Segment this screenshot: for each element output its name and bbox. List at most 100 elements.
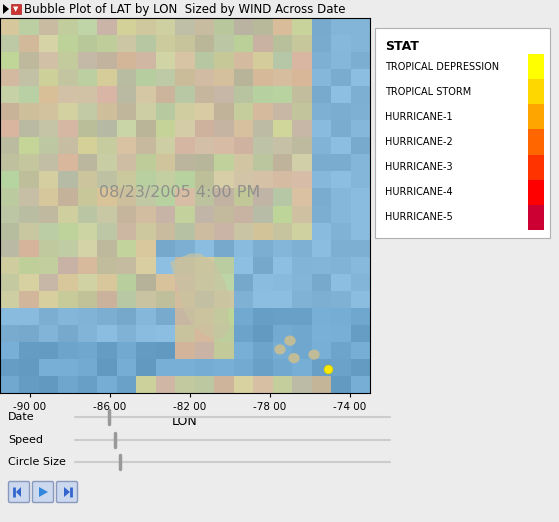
Bar <box>97 308 117 325</box>
Bar <box>311 222 331 240</box>
Bar <box>234 120 253 137</box>
Bar <box>156 103 176 120</box>
Bar <box>214 308 234 325</box>
Bar <box>39 52 59 69</box>
Bar <box>20 18 39 35</box>
Bar <box>253 308 273 325</box>
Bar <box>214 257 234 274</box>
Bar <box>195 35 214 52</box>
Bar <box>214 52 234 69</box>
Polygon shape <box>64 487 70 497</box>
Bar <box>97 222 117 240</box>
Bar <box>78 376 97 393</box>
Circle shape <box>285 336 295 345</box>
Bar <box>117 18 136 35</box>
Bar <box>331 69 350 86</box>
Bar <box>234 155 253 171</box>
Bar <box>136 137 156 155</box>
Bar <box>311 206 331 222</box>
Bar <box>156 120 176 137</box>
Bar <box>0 35 20 52</box>
Bar <box>136 188 156 206</box>
Bar <box>195 52 214 69</box>
Bar <box>136 18 156 35</box>
Bar <box>292 222 311 240</box>
Bar <box>20 137 39 155</box>
Bar <box>59 69 78 86</box>
Bar <box>292 35 311 52</box>
Bar <box>117 274 136 291</box>
Bar <box>0 171 20 188</box>
Bar <box>59 274 78 291</box>
Bar <box>176 325 195 342</box>
Bar <box>176 69 195 86</box>
Bar <box>195 137 214 155</box>
Bar <box>117 35 136 52</box>
Bar <box>331 240 350 257</box>
Bar <box>350 103 370 120</box>
Bar <box>311 120 331 137</box>
Bar <box>253 325 273 342</box>
Bar <box>195 206 214 222</box>
Bar <box>39 188 59 206</box>
Bar <box>292 308 311 325</box>
Bar <box>234 18 253 35</box>
Bar <box>0 325 20 342</box>
Bar <box>176 206 195 222</box>
Bar <box>292 376 311 393</box>
Bar <box>234 359 253 376</box>
Bar <box>350 325 370 342</box>
Bar <box>59 120 78 137</box>
Bar <box>375 28 550 238</box>
Bar <box>234 342 253 359</box>
Bar <box>292 120 311 137</box>
Bar <box>292 137 311 155</box>
Bar <box>136 86 156 103</box>
Bar <box>59 137 78 155</box>
Bar <box>0 359 20 376</box>
Bar <box>20 120 39 137</box>
Bar <box>78 35 97 52</box>
Bar <box>273 103 292 120</box>
Bar <box>156 206 176 222</box>
Bar <box>176 137 195 155</box>
Bar <box>234 188 253 206</box>
Bar <box>176 257 195 274</box>
Bar <box>350 18 370 35</box>
Bar <box>273 376 292 393</box>
Text: HURRICANE-5: HURRICANE-5 <box>385 212 453 222</box>
Bar <box>176 359 195 376</box>
Bar <box>234 35 253 52</box>
Bar <box>234 86 253 103</box>
Bar <box>20 274 39 291</box>
Bar <box>350 206 370 222</box>
Bar <box>273 35 292 52</box>
Bar <box>331 155 350 171</box>
Bar <box>311 18 331 35</box>
Bar <box>528 155 544 180</box>
Bar <box>214 291 234 308</box>
Bar <box>253 52 273 69</box>
Text: 08/23/2005 4:00 PM: 08/23/2005 4:00 PM <box>100 185 260 200</box>
Bar <box>97 240 117 257</box>
Bar <box>176 240 195 257</box>
Bar <box>195 155 214 171</box>
Bar <box>234 206 253 222</box>
Bar <box>350 35 370 52</box>
Text: STAT: STAT <box>385 40 419 53</box>
Bar <box>292 155 311 171</box>
Bar <box>117 103 136 120</box>
Bar <box>331 325 350 342</box>
Bar <box>195 308 214 325</box>
X-axis label: LON: LON <box>172 415 198 428</box>
Bar <box>331 103 350 120</box>
Bar <box>20 171 39 188</box>
Bar <box>156 137 176 155</box>
Bar <box>59 359 78 376</box>
Bar <box>331 257 350 274</box>
Bar <box>176 103 195 120</box>
Bar <box>97 137 117 155</box>
Bar <box>195 274 214 291</box>
Bar <box>253 359 273 376</box>
Bar <box>78 325 97 342</box>
